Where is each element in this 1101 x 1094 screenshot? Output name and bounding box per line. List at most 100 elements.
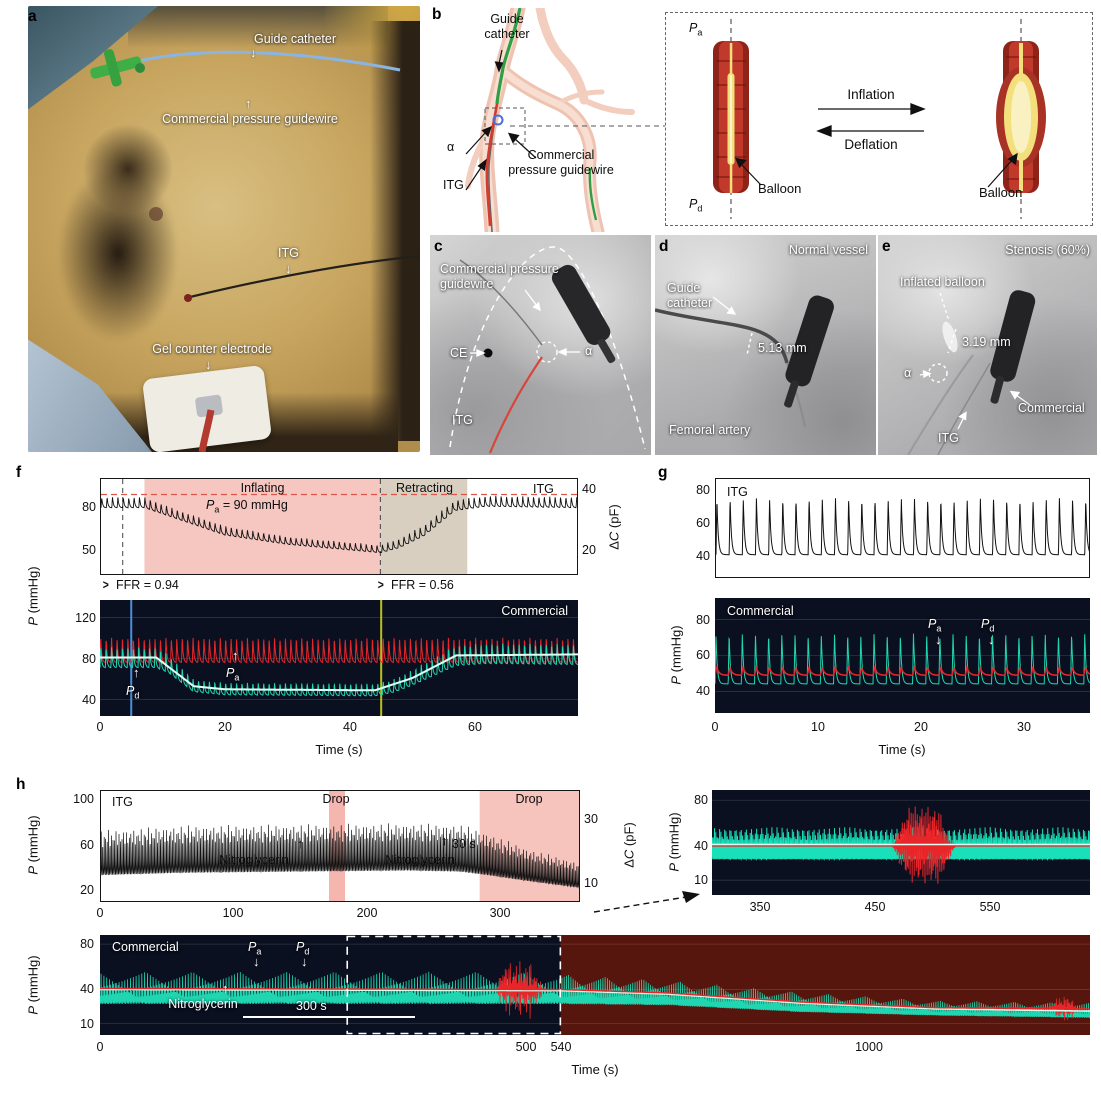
ffr-value-2: FFR = 0.56 [391,578,454,592]
clamp-device [551,264,616,364]
commercial-faint-line [907,354,974,455]
h-x-axis-label: Time (s) [571,1062,619,1077]
h-inset-xtick: 450 [864,900,886,914]
nitroglycerin-annotation: Nitroglycerin [219,853,289,867]
f-com-ytick: 80 [82,652,96,666]
h-inset-y-axis-label: P (mmHg) [666,812,682,872]
white-arrows [919,370,1031,430]
panel-c-label: c [434,238,443,255]
h-com-xtick: 0 [96,1040,104,1054]
red-tube [198,409,215,452]
h-com-xtick: 1000 [855,1040,883,1054]
panel-a-label: a [28,8,37,25]
h-itg-ytick: 60 [80,838,94,852]
g-commercial-chart [715,598,1090,713]
clamp-device [990,290,1036,404]
arrow-up-icon: ↑ [133,665,140,680]
label-arrows [465,49,537,191]
h-itg-chart [100,790,580,902]
alpha-dashed-circle [928,363,948,383]
panel-b-vessel-diagram [465,8,665,232]
balloon-pointer-dashed [939,292,950,322]
g-com-xtick: 0 [711,720,719,734]
f-com-xtick: 0 [96,720,104,734]
vessel-deflated [713,41,749,193]
annotation-gel-counter-electrode: Gel counter electrode [152,342,272,356]
g-itg-ytick: 40 [696,549,710,563]
pa-trace-label: Pa [928,617,942,634]
f-com-series-label: Commercial [501,604,568,618]
panel-a-photo: Guide catheter ↓ Commercial pressure gui… [28,6,420,452]
annotation-ce: CE [450,346,468,360]
balloon-label-left: Balloon [758,181,802,196]
annotation-commercial-guidewire: Commercial pressure guidewire [508,148,614,177]
f-itg-ytick-right: 20 [582,543,596,557]
arrow-down-icon: ↓ [250,45,257,60]
h-inset-xtick: 550 [979,900,1001,914]
h-com-xtick: 500 [515,1040,537,1054]
arrow-up-icon: ↑ [245,96,252,111]
g-itg-series-label: ITG [727,485,748,499]
nitroglycerin-annotation: Nitroglycerin [168,997,238,1011]
h-itg-xtick: 300 [489,906,511,920]
h-com-ytick: 10 [80,1017,94,1031]
panel-b-label: b [432,6,442,23]
ffr-arrow-icon: > [102,577,109,592]
arrow-down-icon: ↓ [988,632,995,647]
panel-d-label: d [659,238,669,255]
h-inset-chart [712,790,1090,895]
panel-e-overlay-drawing [907,290,1036,455]
f-com-ytick: 40 [82,693,96,707]
g-itg-ytick: 60 [696,516,710,530]
guide-catheter-green [495,8,522,105]
green-hub [90,49,142,87]
itg-marked-red-line [488,356,543,454]
pd-trace-label: Pd [126,684,140,701]
annotation-femoral-artery: Femoral artery [669,423,751,437]
annotation-inflated-balloon: Inflated balloon [900,275,985,289]
annotation-alpha: α [447,140,455,154]
guide-catheter-line [655,308,789,364]
h-commercial-chart [100,935,1090,1035]
balloon-pointer-arrows [735,152,1018,188]
panel-c-overlay-drawing [449,246,646,454]
h-inset-ytick: 80 [694,793,708,807]
f-com-xtick: 20 [218,720,232,734]
arrow-up-icon: ↑ [222,981,229,996]
f-com-xtick: 60 [468,720,482,734]
puncture-site [184,294,192,302]
h-itg-xtick: 0 [96,906,104,920]
skin-mark [149,207,163,221]
measurement-dashed-line [746,332,753,356]
f-x-axis-label: Time (s) [315,742,363,757]
hair-strip-right [370,21,420,441]
measurement-value: 3.19 mm [962,335,1011,349]
h-itg-xtick: 100 [222,906,244,920]
g-itg-chart [715,478,1090,578]
alpha-dashed-circle [536,341,558,363]
g-com-xtick: 30 [1017,720,1031,734]
drop-region-label: Drop [322,792,350,806]
f-itg-series-label: ITG [533,482,554,496]
itg-faint-line [937,362,991,455]
panel-d-xray: Normal vessel Guide catheter 5.13 mm Fem… [655,235,876,455]
h-com-ytick: 40 [80,982,94,996]
zoom-link-dashed-arrow [593,891,700,913]
panel-d-title: Normal vessel [788,243,868,257]
pa-label: Pa [689,21,703,38]
measurement-value: 5.13 mm [758,341,807,355]
h-itg-dc-axis-label: ΔC (pF) [621,822,637,868]
h-itg-y-axis-label: P (mmHg) [25,815,41,875]
annotation-guide-catheter: Guide catheter [667,281,713,310]
pa-90-annotation: Pa = 90 mmHg [206,498,288,515]
g-com-ytick: 60 [696,648,710,662]
f-commercial-chart [100,600,578,716]
h-itg-xtick: 200 [356,906,378,920]
hub-port [135,63,145,73]
h-inset-xtick: 350 [749,900,771,914]
panel-g-label: g [658,464,668,481]
arrow-down-icon: ↓ [253,954,260,969]
f-y-axis-label: P (mmHg) [25,566,41,626]
g-com-series-label: Commercial [727,604,794,618]
h-itg-ytick-right: 10 [584,876,598,890]
